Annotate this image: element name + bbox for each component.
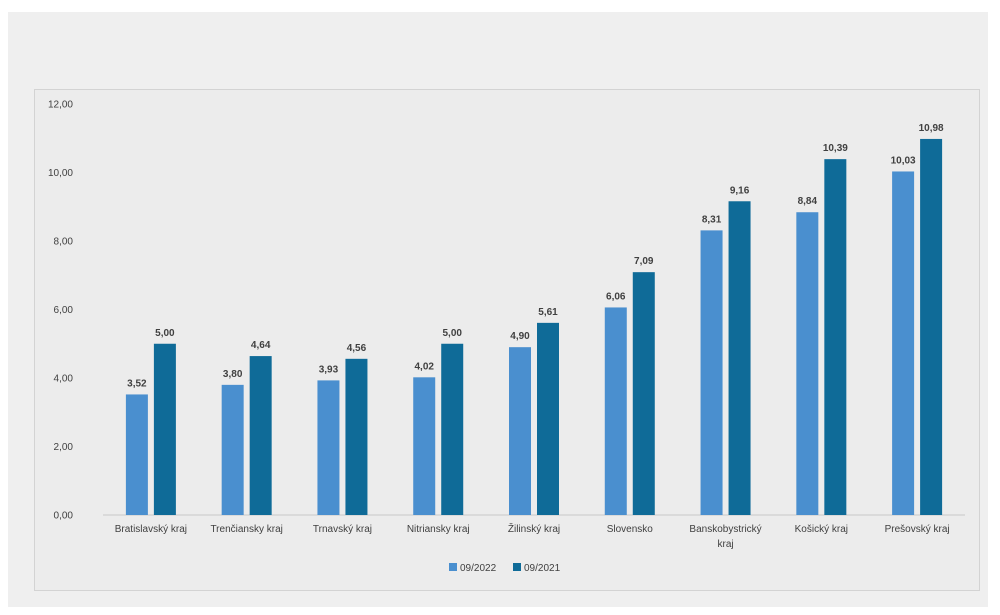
y-tick-label: 2,00	[54, 442, 74, 453]
data-label: 5,00	[442, 328, 462, 339]
data-label: 4,02	[414, 361, 434, 372]
bar	[221, 384, 244, 515]
bar	[700, 230, 723, 515]
data-label: 10,03	[891, 155, 916, 166]
bar	[345, 358, 368, 515]
y-tick-label: 12,00	[48, 100, 73, 111]
legend-swatch	[513, 563, 521, 571]
x-tick-label: Trnavský kraj	[313, 524, 372, 535]
bar	[509, 347, 531, 515]
y-tick-label: 10,00	[48, 168, 73, 179]
legend-label: 09/2022	[460, 563, 497, 574]
bar	[537, 322, 559, 515]
bar	[632, 272, 655, 515]
legend-label: 09/2021	[524, 563, 561, 574]
data-label: 4,90	[510, 331, 530, 342]
data-label: 10,98	[919, 123, 944, 134]
x-tick-label: Nitriansky kraj	[407, 524, 470, 535]
data-label: 3,80	[223, 369, 243, 380]
bar	[441, 343, 464, 515]
bar	[920, 138, 943, 515]
bar	[604, 307, 627, 515]
x-tick-label: kraj	[717, 539, 733, 550]
legend-swatch	[449, 563, 457, 571]
x-tick-label: Bratislavský kraj	[115, 524, 187, 535]
bar	[317, 380, 340, 515]
data-label: 9,16	[730, 185, 750, 196]
bar	[796, 212, 819, 515]
data-label: 8,84	[798, 196, 818, 207]
data-label: 5,00	[155, 328, 175, 339]
y-tick-label: 8,00	[54, 237, 74, 248]
y-tick-label: 4,00	[54, 374, 74, 385]
bar	[153, 343, 176, 515]
data-label: 4,56	[347, 343, 367, 354]
x-tick-label: Banskobystrický	[689, 524, 761, 535]
data-label: 5,61	[538, 307, 558, 318]
data-label: 4,64	[251, 340, 271, 351]
y-tick-label: 6,00	[54, 305, 74, 316]
bar-chart: 0,00 2,00 4,00 6,00 8,00 10,00 12,00 3,52 5,00 Br…	[48, 100, 965, 574]
bar	[728, 201, 751, 515]
y-tick-label: 0,00	[54, 511, 74, 522]
data-label: 3,93	[319, 364, 339, 375]
data-label: 8,31	[702, 214, 722, 225]
bar	[125, 394, 148, 515]
bar	[249, 356, 272, 515]
x-tick-label: Košický kraj	[795, 524, 848, 535]
bar	[892, 171, 915, 515]
data-label: 3,52	[127, 378, 147, 389]
x-tick-label: Slovensko	[607, 524, 654, 535]
bar	[413, 377, 436, 515]
data-label: 7,09	[634, 256, 654, 267]
x-tick-label: Trenčiansky kraj	[210, 524, 282, 535]
x-tick-label: Žilinský kraj	[508, 522, 560, 535]
chart-background: 0,00 2,00 4,00 6,00 8,00 10,00 12,00 3,52 5,00 Br…	[8, 12, 988, 607]
x-tick-label: Prešovský kraj	[885, 524, 950, 535]
chart-area: 0,00 2,00 4,00 6,00 8,00 10,00 12,00 3,52 5,00 Br…	[34, 89, 980, 591]
data-label: 6,06	[606, 291, 626, 302]
data-label: 10,39	[823, 143, 848, 154]
bar	[824, 159, 847, 515]
